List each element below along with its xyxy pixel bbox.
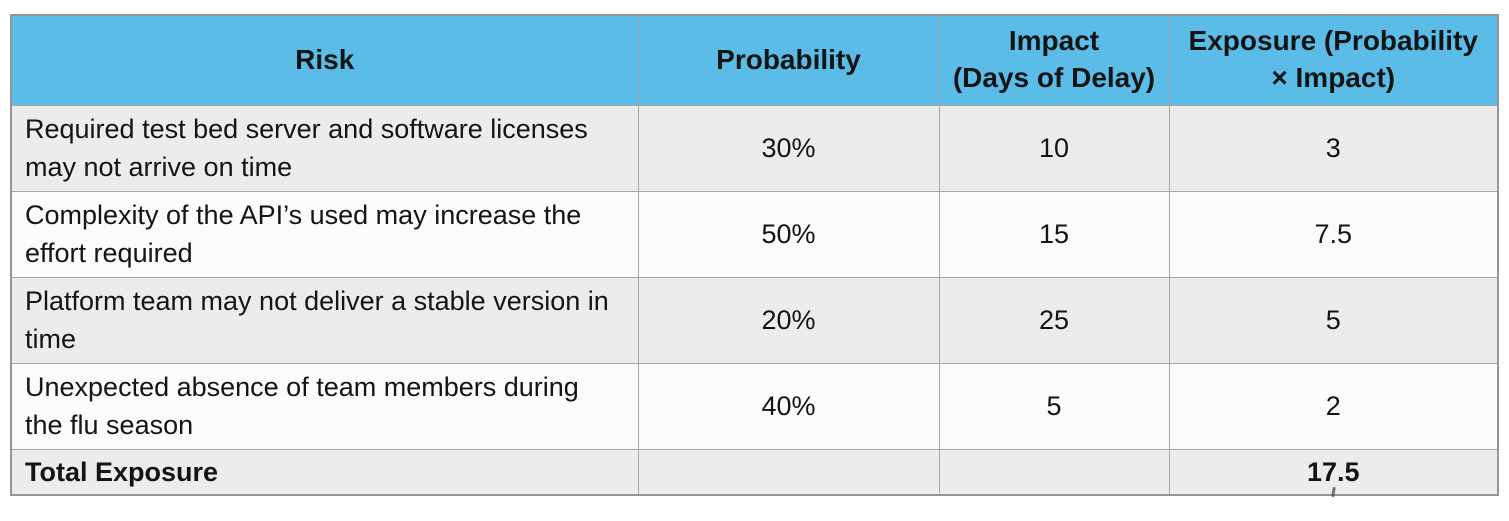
exposure-value: 5 [1168, 276, 1499, 364]
risk-description: Platform team may not deliver a stable v… [10, 276, 639, 364]
risk-description: Complexity of the API’s used may increas… [10, 190, 639, 278]
impact-value: 15 [938, 190, 1170, 278]
total-row: Total Exposure 17.5 [10, 448, 1499, 496]
risk-exposure-table: Risk Probability Impact (Days of Delay) … [10, 14, 1499, 496]
table-row: Unexpected absence of team members durin… [10, 362, 1499, 450]
header-row: Risk Probability Impact (Days of Delay) … [10, 14, 1499, 106]
risk-description: Unexpected absence of team members durin… [10, 362, 639, 450]
table-row: Complexity of the API’s used may increas… [10, 190, 1499, 278]
probability-value: 30% [637, 104, 940, 192]
table-header: Risk Probability Impact (Days of Delay) … [10, 14, 1499, 106]
column-header-impact: Impact (Days of Delay) [938, 14, 1170, 106]
total-impact-empty [938, 448, 1170, 496]
probability-value: 20% [637, 276, 940, 364]
impact-value: 25 [938, 276, 1170, 364]
total-label: Total Exposure [10, 448, 639, 496]
exposure-value: 3 [1168, 104, 1499, 192]
probability-value: 40% [637, 362, 940, 450]
impact-value: 10 [938, 104, 1170, 192]
exposure-value: 2 [1168, 362, 1499, 450]
impact-value: 5 [938, 362, 1170, 450]
table-row: Platform team may not deliver a stable v… [10, 276, 1499, 364]
total-probability-empty [637, 448, 940, 496]
table-row: Required test bed server and software li… [10, 104, 1499, 192]
risk-description: Required test bed server and software li… [10, 104, 639, 192]
probability-value: 50% [637, 190, 940, 278]
exposure-value: 7.5 [1168, 190, 1499, 278]
column-header-probability: Probability [637, 14, 940, 106]
column-header-risk: Risk [10, 14, 639, 106]
column-header-exposure: Exposure (Probability × Impact) [1168, 14, 1499, 106]
